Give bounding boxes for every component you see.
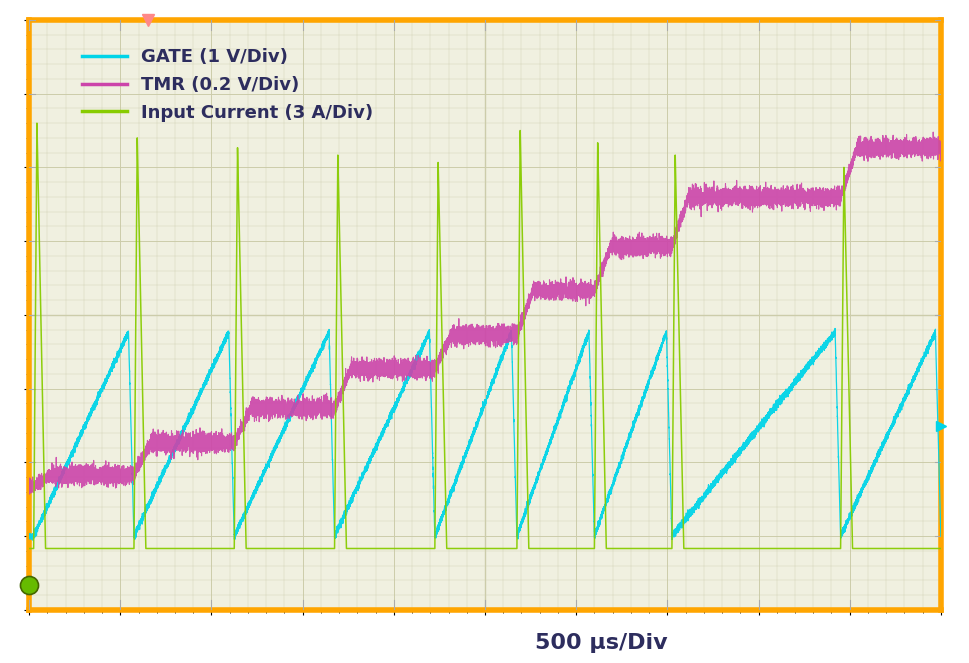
Text: 500 μs/Div: 500 μs/Div [535, 633, 667, 653]
Legend: GATE (1 V/Div), TMR (0.2 V/Div), Input Current (3 A/Div): GATE (1 V/Div), TMR (0.2 V/Div), Input C… [75, 40, 381, 129]
